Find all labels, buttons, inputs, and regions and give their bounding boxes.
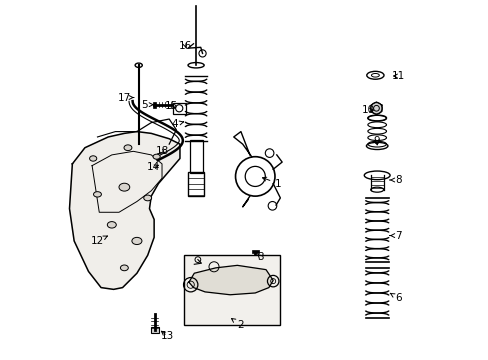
- Ellipse shape: [93, 192, 101, 197]
- Text: 8: 8: [389, 175, 401, 185]
- Text: 14: 14: [146, 162, 160, 172]
- Bar: [188, 172, 203, 196]
- Text: 4: 4: [171, 120, 183, 129]
- Text: 18: 18: [155, 146, 168, 156]
- Ellipse shape: [89, 156, 97, 161]
- Bar: [251, 250, 258, 253]
- Bar: [150, 327, 159, 333]
- Bar: [189, 140, 202, 173]
- Bar: [183, 255, 280, 325]
- Text: 15: 15: [164, 102, 177, 112]
- Text: 2: 2: [231, 319, 244, 330]
- Text: 3: 3: [257, 252, 264, 262]
- Circle shape: [370, 103, 382, 114]
- Text: 16: 16: [178, 41, 192, 50]
- Bar: [152, 102, 155, 108]
- Text: 1: 1: [262, 177, 281, 189]
- Text: 13: 13: [161, 331, 174, 341]
- Ellipse shape: [143, 195, 151, 201]
- Text: 7: 7: [389, 231, 401, 240]
- Text: 10: 10: [361, 105, 374, 115]
- Ellipse shape: [132, 237, 142, 244]
- Bar: [172, 103, 185, 114]
- Ellipse shape: [120, 265, 128, 271]
- Text: 17: 17: [118, 93, 134, 103]
- Text: 12: 12: [91, 236, 107, 246]
- Text: 11: 11: [391, 71, 405, 81]
- Polygon shape: [69, 132, 180, 289]
- Text: 6: 6: [389, 293, 401, 303]
- Text: 5: 5: [141, 100, 153, 110]
- Ellipse shape: [107, 222, 116, 228]
- Text: 9: 9: [373, 136, 380, 145]
- Ellipse shape: [124, 145, 132, 150]
- Ellipse shape: [153, 154, 160, 159]
- Ellipse shape: [119, 183, 129, 191]
- Polygon shape: [188, 265, 273, 295]
